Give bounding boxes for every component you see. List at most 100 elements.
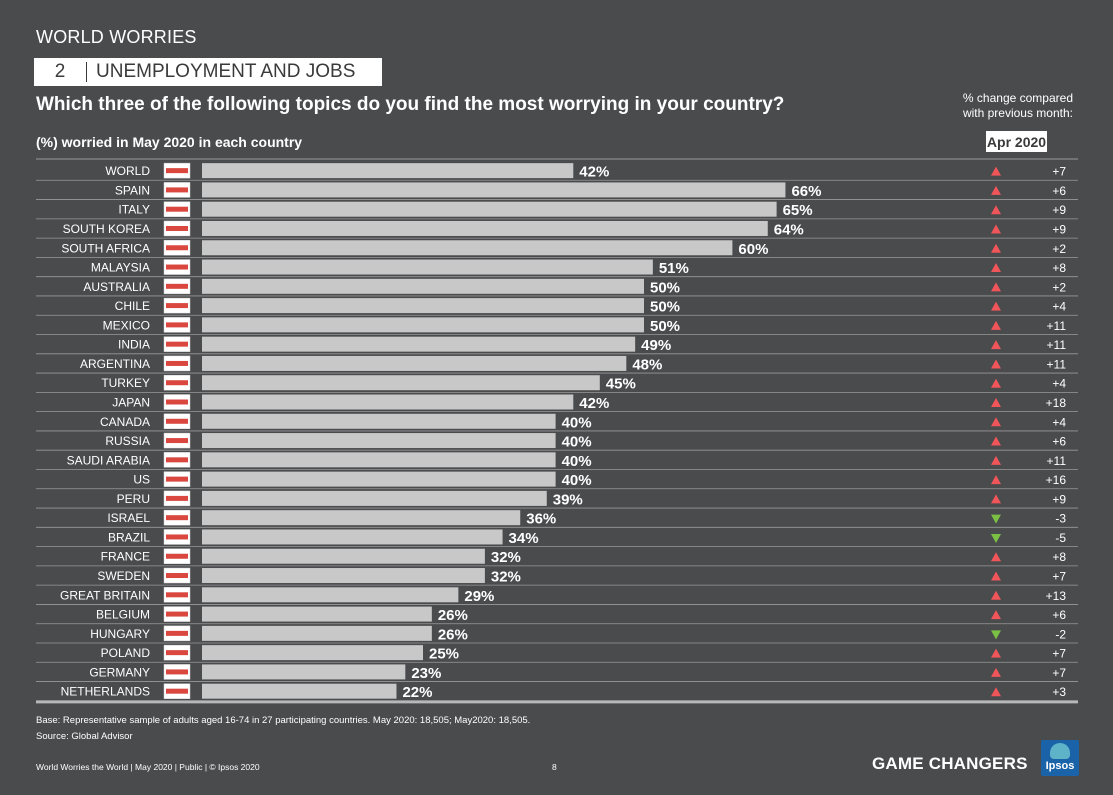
value-label-mexico: 50%: [650, 318, 680, 335]
category-label-netherlands: NETHERLANDS: [61, 685, 150, 699]
category-label-russia: RUSSIA: [105, 434, 150, 448]
change-label-south-africa: +2: [1052, 242, 1066, 256]
change-label-germany: +7: [1052, 666, 1066, 680]
bar-poland: [202, 645, 423, 661]
category-label-germany: GERMANY: [89, 665, 150, 679]
value-label-argentina: 48%: [632, 356, 662, 373]
value-label-poland: 25%: [429, 646, 459, 663]
value-label-us: 40%: [562, 472, 592, 489]
down-triangle-hungary-icon: [991, 630, 1001, 640]
section-number: 2: [54, 61, 66, 82]
brand-tagline: GAME CHANGERS: [872, 754, 1028, 773]
category-label-great-britain: GREAT BRITAIN: [60, 588, 150, 602]
category-label-us: US: [133, 473, 150, 487]
ipsos-logo-mark: [1050, 743, 1070, 759]
bar-saudi-arabia: [202, 452, 556, 468]
up-triangle-mexico-icon: [991, 320, 1001, 330]
value-label-peru: 39%: [553, 491, 583, 508]
up-triangle-netherlands-icon: [991, 687, 1001, 697]
change-note-line1: % change compared: [962, 91, 1073, 105]
down-triangle-brazil-icon: [991, 533, 1001, 543]
up-triangle-japan-icon: [991, 398, 1001, 407]
flag-stripe-brazil: [166, 534, 188, 540]
bar-turkey: [202, 375, 600, 391]
flag-stripe-great-britain: [166, 592, 188, 598]
bar-israel: [202, 510, 521, 526]
change-label-sweden: +7: [1052, 570, 1066, 584]
bar-us: [202, 471, 556, 487]
change-label-israel: -3: [1055, 512, 1066, 526]
change-label-argentina: +11: [1047, 357, 1067, 371]
flag-stripe-malaysia: [166, 264, 188, 270]
category-label-world: WORLD: [105, 164, 150, 178]
up-triangle-south-korea-icon: [991, 224, 1001, 234]
value-label-india: 49%: [641, 337, 671, 354]
flag-stripe-italy: [166, 206, 188, 212]
top-title: WORLD WORRIES: [36, 27, 197, 47]
flag-stripe-france: [166, 553, 188, 559]
category-label-saudi-arabia: SAUDI ARABIA: [67, 453, 150, 467]
flag-stripe-chile: [166, 303, 188, 309]
chart-subtitle: (%) worried in May 2020 in each country: [36, 134, 303, 150]
bar-chile: [202, 298, 644, 314]
flag-stripe-belgium: [166, 611, 188, 617]
change-label-hungary: -2: [1055, 627, 1066, 641]
value-label-turkey: 45%: [606, 376, 636, 393]
value-label-canada: 40%: [562, 414, 592, 431]
flag-stripe-japan: [166, 399, 188, 405]
category-label-canada: CANADA: [100, 415, 150, 429]
value-label-south-korea: 64%: [774, 221, 804, 238]
change-label-us: +16: [1046, 473, 1067, 487]
value-label-great-britain: 29%: [464, 588, 494, 605]
change-note: % change compared with previous month:: [913, 91, 1073, 121]
value-label-australia: 50%: [650, 279, 680, 296]
category-label-spain: SPAIN: [115, 183, 150, 197]
value-label-france: 32%: [491, 549, 521, 566]
category-label-malaysia: MALAYSIA: [91, 261, 150, 275]
category-label-turkey: TURKEY: [101, 376, 150, 390]
flag-stripe-mexico: [166, 322, 188, 328]
flag-stripe-canada: [166, 418, 188, 424]
up-triangle-sweden-icon: [991, 571, 1001, 581]
up-triangle-malaysia-icon: [991, 263, 1001, 273]
flag-stripe-israel: [166, 515, 188, 521]
up-triangle-argentina-icon: [991, 359, 1001, 369]
change-label-peru: +9: [1052, 492, 1066, 506]
up-triangle-saudi-arabia-icon: [991, 455, 1001, 465]
value-label-netherlands: 22%: [402, 684, 432, 701]
category-label-chile: CHILE: [115, 299, 150, 313]
flag-stripe-world: [166, 168, 188, 174]
change-label-turkey: +4: [1052, 377, 1066, 391]
change-label-saudi-arabia: +11: [1047, 454, 1067, 468]
up-triangle-spain-icon: [991, 185, 1001, 195]
category-label-mexico: MEXICO: [103, 318, 150, 332]
category-label-south-korea: SOUTH KOREA: [63, 222, 150, 236]
bar-hungary: [202, 625, 432, 641]
change-label-chile: +4: [1052, 300, 1066, 314]
question-heading: Which three of the following topics do y…: [36, 94, 785, 115]
source-note: Source: Global Advisor: [36, 731, 133, 742]
change-label-world: +7: [1052, 165, 1066, 179]
ipsos-logo-text: Ipsos: [1045, 760, 1075, 772]
change-label-mexico: +11: [1047, 319, 1067, 333]
change-label-spain: +6: [1052, 184, 1066, 198]
bar-peru: [202, 490, 547, 506]
bar-mexico: [202, 317, 644, 333]
section-divider: [86, 62, 87, 82]
up-triangle-canada-icon: [991, 417, 1001, 427]
change-label-india: +11: [1047, 338, 1067, 352]
category-label-japan: JAPAN: [112, 396, 150, 410]
flag-stripe-russia: [166, 438, 188, 444]
value-label-south-africa: 60%: [738, 241, 768, 258]
up-triangle-poland-icon: [991, 648, 1001, 658]
up-triangle-germany-icon: [991, 667, 1001, 677]
flag-stripe-south-korea: [166, 225, 188, 231]
bar-belgium: [202, 606, 432, 622]
section-header: 2 UNEMPLOYMENT AND JOBS: [34, 58, 382, 86]
change-label-japan: +18: [1046, 396, 1067, 410]
category-label-israel: ISRAEL: [107, 511, 150, 525]
page-number: 8: [552, 762, 557, 772]
value-label-chile: 50%: [650, 299, 680, 316]
up-triangle-belgium-icon: [991, 610, 1001, 620]
